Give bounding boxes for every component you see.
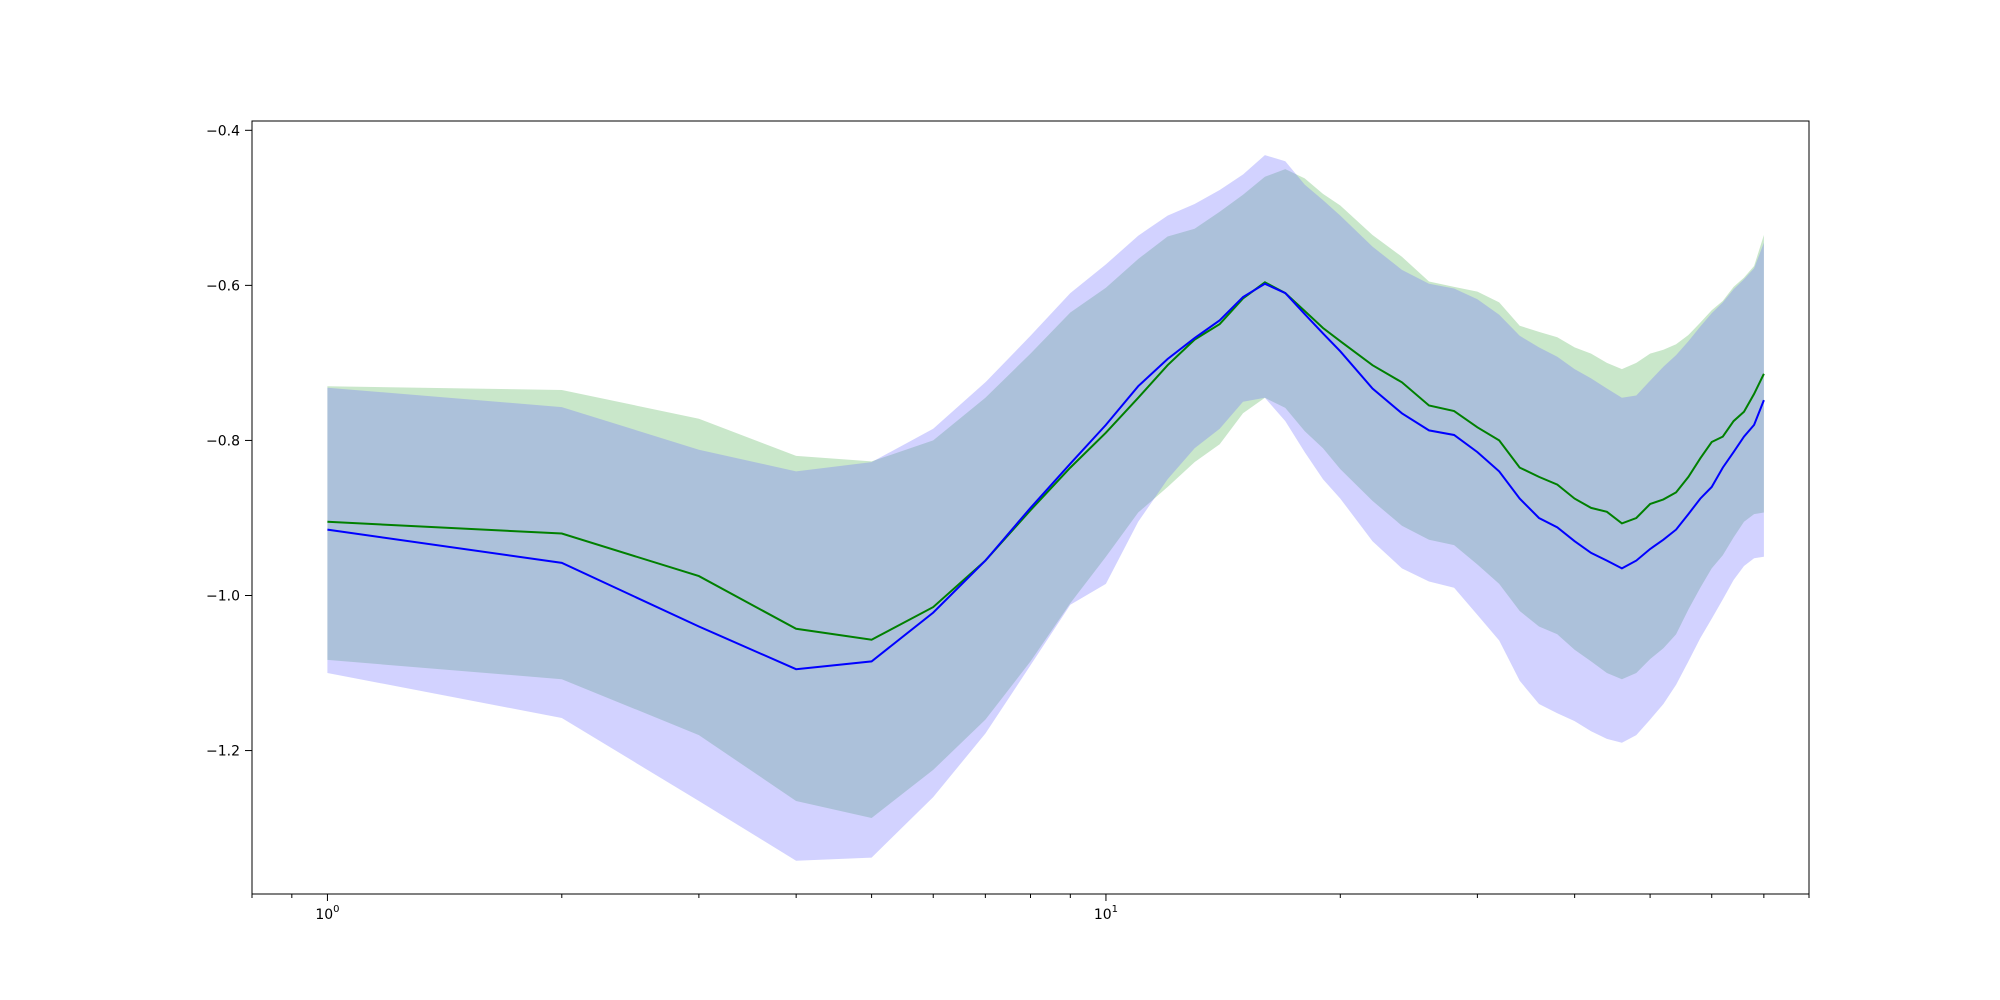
y-tick-label: −1.0 <box>206 588 240 604</box>
x-tick-label-base: 10 <box>1094 907 1112 923</box>
x-tick-label-exponent: 0 <box>333 904 339 915</box>
y-tick-label: −0.8 <box>206 433 240 449</box>
x-tick-label: 101 <box>1094 904 1118 923</box>
y-tick-label: −1.2 <box>206 744 240 760</box>
series-lines <box>327 281 1765 671</box>
y-axis: −0.4 −0.6 −0.8 −1.0 −1.2 <box>206 123 252 760</box>
x-tick-label: 100 <box>315 904 339 923</box>
y-tick-label: −0.6 <box>206 278 240 294</box>
series-2-line <box>327 282 1765 671</box>
series-2-band <box>327 155 1764 861</box>
x-tick-label-base: 10 <box>315 907 333 923</box>
y-tick-label: −0.4 <box>206 123 240 139</box>
series-1-line <box>327 281 1765 641</box>
x-tick-label-exponent: 1 <box>1112 904 1118 915</box>
x-axis: 100 101 <box>251 894 1810 923</box>
